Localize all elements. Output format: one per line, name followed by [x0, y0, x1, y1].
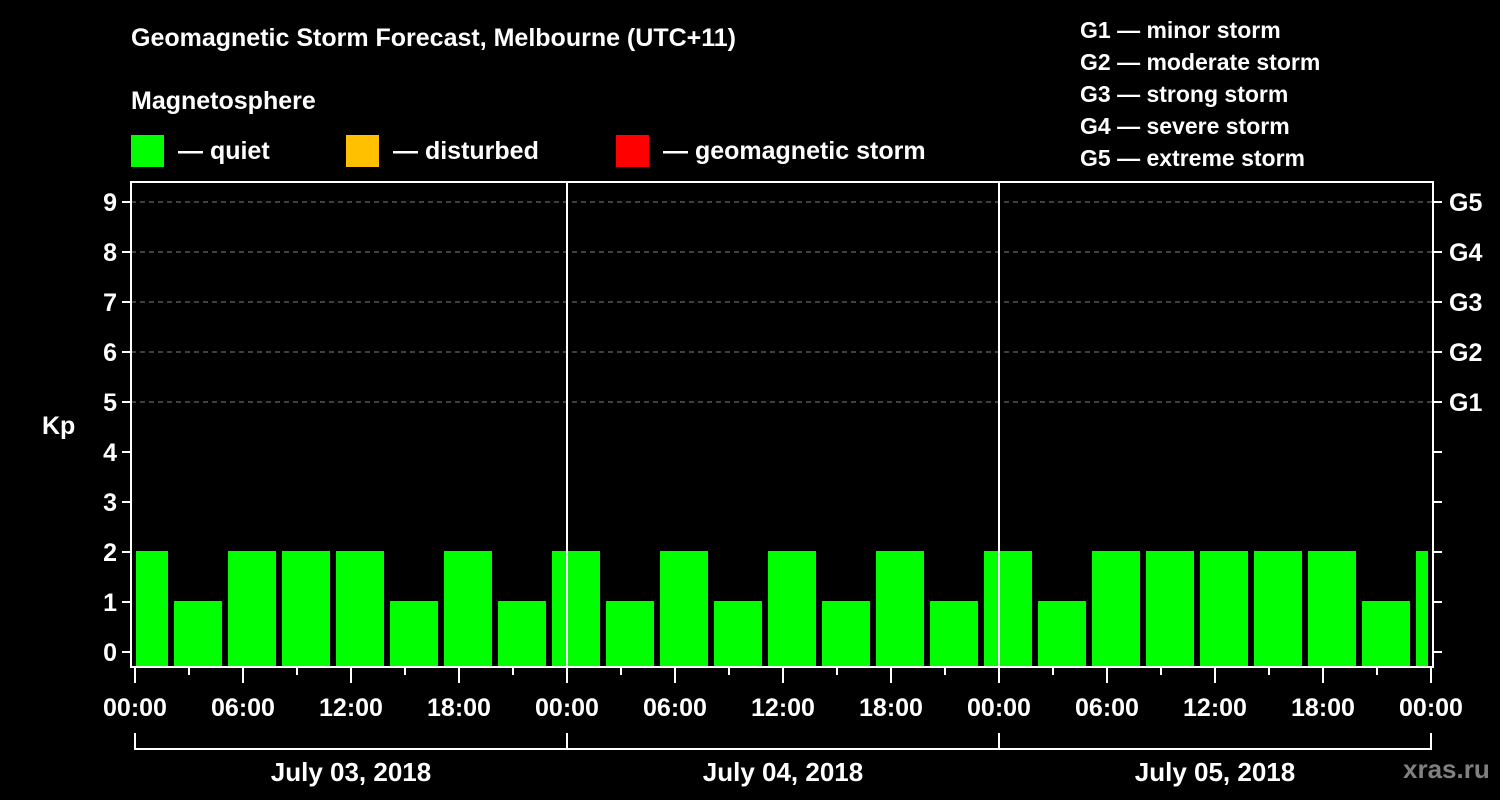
legend-label-storm: — geomagnetic storm [663, 136, 926, 165]
kp-bar [174, 601, 222, 667]
kp-bar [444, 551, 492, 667]
kp-bar [1362, 601, 1410, 667]
y-tick-label: 7 [103, 289, 117, 317]
kp-bar [1092, 551, 1140, 667]
x-tick-label: 06:00 [643, 694, 707, 722]
day-label: July 03, 2018 [271, 757, 431, 787]
kp-bar [498, 601, 546, 667]
storm-level-axis-label: G4 [1449, 239, 1482, 267]
legend-swatch-quiet [131, 135, 164, 167]
x-tick-label: 00:00 [1399, 694, 1463, 722]
day-label: July 04, 2018 [703, 757, 863, 787]
kp-bar [768, 551, 816, 667]
storm-level-axis-label: G1 [1449, 389, 1482, 417]
x-tick-label: 12:00 [1183, 694, 1247, 722]
kp-bar [984, 551, 1032, 667]
storm-level-g3: G3 — strong storm [1080, 81, 1289, 107]
x-tick-label: 18:00 [427, 694, 491, 722]
x-tick-label: 12:00 [319, 694, 383, 722]
kp-bar [606, 601, 654, 667]
x-tick-label: 06:00 [211, 694, 275, 722]
kp-bar [336, 551, 384, 667]
x-tick-label: 06:00 [1075, 694, 1139, 722]
kp-bar [390, 601, 438, 667]
kp-bar [876, 551, 924, 667]
storm-level-g5: G5 — extreme storm [1080, 145, 1305, 171]
x-tick-label: 18:00 [859, 694, 923, 722]
legend-swatch-disturbed [346, 135, 379, 167]
storm-level-g2: G2 — moderate storm [1080, 49, 1321, 75]
kp-bar [136, 551, 168, 667]
storm-level-g4: G4 — severe storm [1080, 113, 1290, 139]
x-tick-label: 00:00 [967, 694, 1031, 722]
kp-bar [822, 601, 870, 667]
chart-title: Geomagnetic Storm Forecast, Melbourne (U… [131, 24, 736, 52]
legend-disturbed: — disturbed [346, 134, 539, 168]
storm-level-axis-label: G3 [1449, 289, 1482, 317]
kp-bar [282, 551, 330, 667]
kp-bar [1200, 551, 1248, 667]
x-tick-label: 00:00 [535, 694, 599, 722]
y-tick-label: 9 [103, 189, 117, 217]
storm-level-g1: G1 — minor storm [1080, 17, 1281, 43]
kp-bar [228, 551, 276, 667]
kp-bar [1254, 551, 1302, 667]
x-tick-label: 00:00 [103, 694, 167, 722]
kp-bar [1038, 601, 1086, 667]
legend-quiet: — quiet [131, 134, 270, 168]
storm-level-axis-label: G5 [1449, 189, 1482, 217]
y-tick-label: 3 [103, 489, 117, 517]
kp-bar [1308, 551, 1356, 667]
kp-bar [1416, 551, 1428, 667]
y-tick-label: 4 [103, 439, 117, 467]
kp-bar [660, 551, 708, 667]
storm-level-legend: G1 — minor storm G2 — moderate storm G3 … [1080, 14, 1320, 174]
watermark: xras.ru [1403, 754, 1490, 784]
storm-level-axis-label: G2 [1449, 339, 1482, 367]
legend-storm: — geomagnetic storm [616, 134, 926, 168]
y-tick-label: 1 [103, 589, 117, 617]
y-tick-label: 6 [103, 339, 117, 367]
legend-label-quiet: — quiet [178, 136, 270, 165]
legend-label-disturbed: — disturbed [393, 136, 539, 165]
x-tick-label: 18:00 [1291, 694, 1355, 722]
kp-bar [1146, 551, 1194, 667]
x-tick-label: 12:00 [751, 694, 815, 722]
y-tick-label: 0 [103, 639, 117, 667]
y-tick-label: 8 [103, 239, 117, 267]
y-axis-label: Kp [42, 412, 76, 440]
y-tick-label: 2 [103, 539, 117, 567]
day-label: July 05, 2018 [1135, 757, 1295, 787]
legend-swatch-storm [616, 135, 649, 167]
kp-bar [552, 551, 600, 667]
chart-subtitle: Magnetosphere [131, 87, 316, 115]
y-tick-label: 5 [103, 389, 117, 417]
kp-bar [714, 601, 762, 667]
kp-bar [930, 601, 978, 667]
